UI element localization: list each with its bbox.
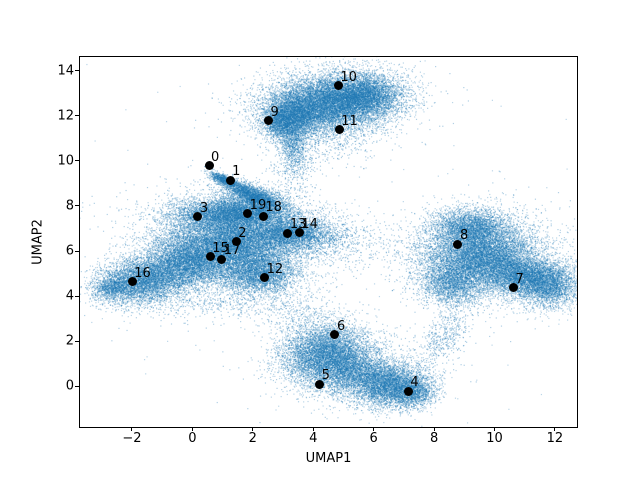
x-tick-label: −2 [122, 431, 142, 446]
x-tick-label: 8 [429, 431, 439, 446]
centroid-label-16: 16 [134, 265, 151, 281]
centroid-label-2: 2 [238, 225, 247, 241]
centroid-label-15: 15 [212, 240, 229, 256]
centroid-marker-0 [204, 161, 214, 171]
centroid-marker-7 [509, 283, 519, 293]
scatter-density-canvas [80, 57, 577, 427]
x-tick-label: 6 [369, 431, 378, 446]
x-tick-mark [554, 427, 556, 431]
centroid-marker-17 [217, 254, 227, 264]
centroid-label-10: 10 [340, 69, 357, 85]
x-tick-label: 10 [486, 431, 503, 446]
centroid-marker-3 [193, 212, 203, 222]
x-tick-mark [131, 427, 133, 431]
centroid-label-12: 12 [266, 261, 284, 277]
x-tick-mark [433, 427, 435, 431]
x-tick-label: 12 [546, 431, 564, 446]
y-tick-mark [75, 160, 79, 162]
centroid-marker-2 [231, 237, 241, 247]
centroid-label-9: 9 [270, 104, 279, 120]
y-tick-mark [75, 295, 79, 297]
centroid-label-8: 8 [459, 228, 469, 244]
centroid-label-1: 1 [232, 164, 241, 180]
x-axis-label: UMAP1 [305, 451, 352, 466]
y-tick-mark [75, 340, 79, 342]
y-tick-mark [75, 115, 79, 117]
y-tick-mark [75, 205, 79, 207]
y-tick-label: 12 [57, 108, 74, 124]
centroid-marker-12 [260, 273, 270, 283]
annotations-layer: 0 1 2 3 4 5 6 7 8 9 10 11 12 13 14 15 16 17 18 19 [80, 57, 577, 427]
x-tick-mark [373, 427, 375, 431]
centroid-marker-18 [258, 211, 268, 221]
x-tick-label: 0 [188, 431, 197, 446]
x-tick-mark [191, 427, 193, 431]
centroid-marker-9 [264, 116, 274, 126]
x-tick-label: 4 [309, 431, 318, 446]
centroid-label-0: 0 [211, 149, 220, 165]
y-tick-mark [75, 385, 79, 387]
centroid-label-17: 17 [223, 243, 241, 259]
centroid-label-4: 4 [410, 375, 419, 391]
centroid-marker-13 [283, 228, 293, 238]
centroid-marker-15 [205, 252, 215, 262]
centroid-marker-8 [453, 239, 463, 249]
centroid-marker-1 [225, 175, 235, 185]
centroid-marker-11 [334, 125, 344, 135]
y-tick-mark [75, 70, 79, 72]
centroid-marker-16 [127, 277, 137, 287]
centroid-label-19: 19 [249, 197, 267, 213]
centroid-label-6: 6 [336, 318, 346, 334]
centroid-marker-4 [403, 386, 413, 396]
y-tick-label: 2 [65, 333, 74, 349]
y-tick-label: 0 [65, 378, 74, 394]
plot-area: 0 1 2 3 4 5 6 7 8 9 10 11 12 13 14 15 16 17 18 19 [79, 56, 578, 428]
centroid-marker-19 [243, 209, 253, 219]
centroid-label-13: 13 [289, 217, 307, 233]
y-tick-label: 4 [65, 288, 74, 304]
centroid-label-3: 3 [199, 200, 209, 216]
y-tick-label: 10 [57, 153, 74, 169]
centroid-marker-6 [330, 330, 340, 340]
y-axis-label: UMAP2 [30, 219, 46, 265]
y-tick-mark [75, 250, 79, 252]
y-tick-label: 8 [65, 198, 74, 214]
x-tick-mark [312, 427, 314, 431]
centroid-marker-5 [315, 379, 325, 389]
x-tick-label: 2 [248, 431, 257, 446]
centroid-marker-14 [294, 228, 304, 238]
y-tick-label: 14 [57, 63, 74, 79]
centroid-marker-10 [333, 81, 343, 91]
x-tick-mark [494, 427, 496, 431]
centroid-label-5: 5 [321, 368, 330, 384]
y-tick-label: 6 [65, 243, 74, 259]
centroid-label-7: 7 [515, 271, 524, 287]
x-tick-mark [252, 427, 254, 431]
centroid-label-18: 18 [265, 200, 282, 216]
centroid-label-14: 14 [301, 216, 318, 232]
centroid-label-11: 11 [341, 113, 358, 129]
